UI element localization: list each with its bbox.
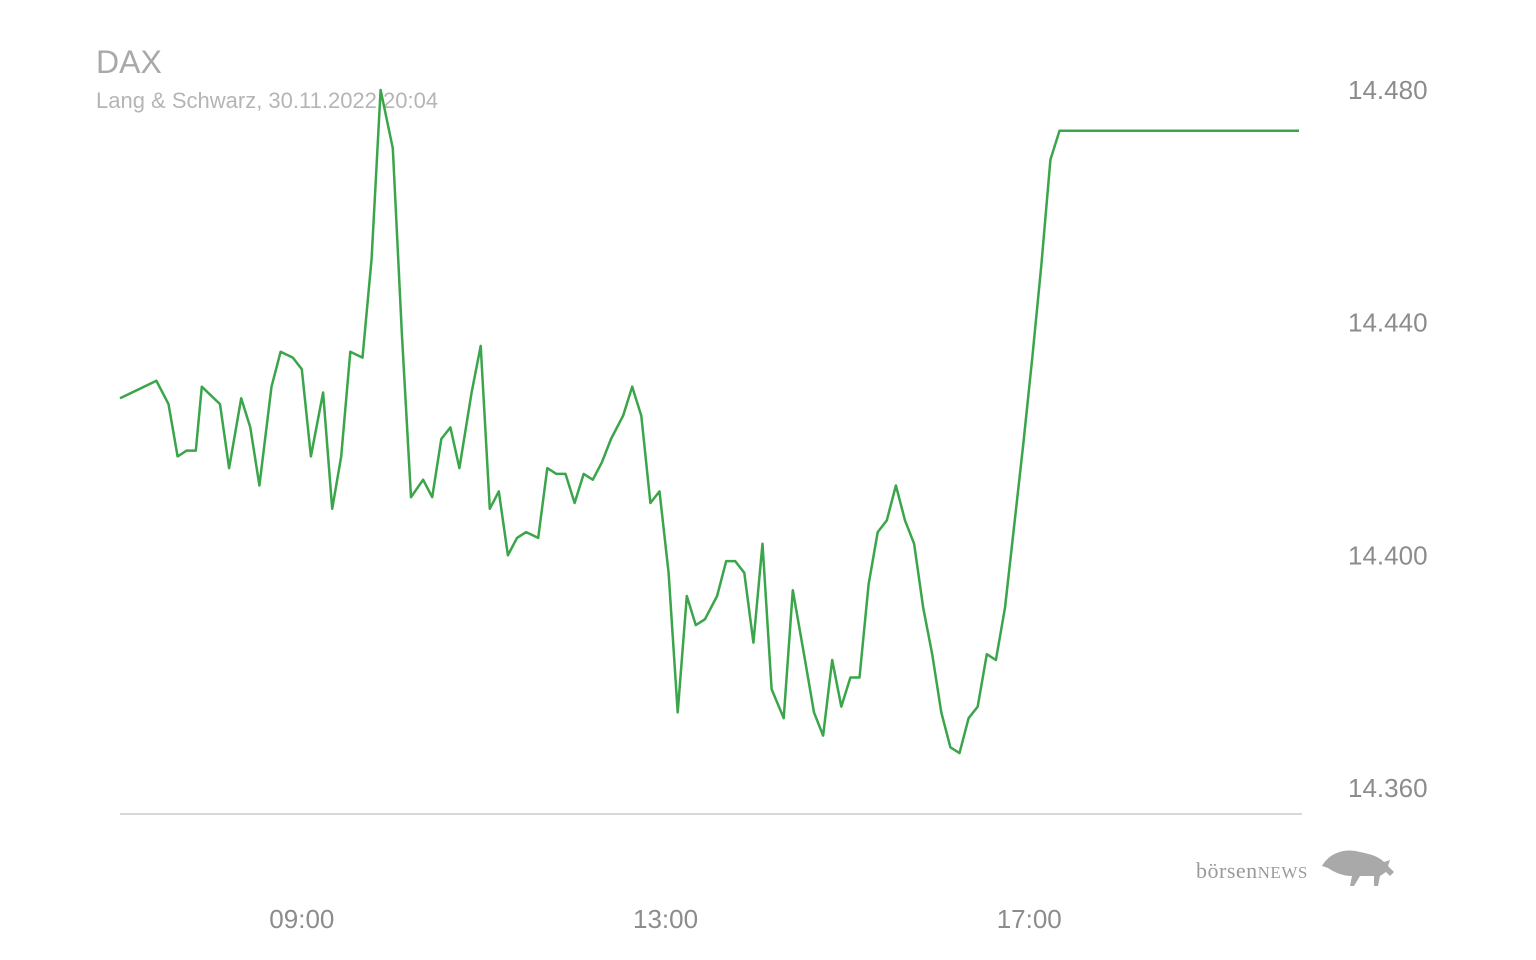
y-tick-label: 14.400: [1348, 540, 1428, 570]
x-tick-label: 13:00: [633, 904, 698, 934]
y-tick-label: 14.440: [1348, 308, 1428, 338]
price-line: [119, 88, 1299, 755]
x-tick-label: 17:00: [997, 904, 1062, 934]
chart-title: DAX: [96, 44, 162, 80]
x-axis-ticks: 09:00 13:00 17:00: [269, 904, 1061, 934]
y-axis-ticks: 14.480 14.440 14.400 14.360: [1348, 75, 1428, 803]
bull-icon: [1322, 850, 1394, 886]
x-tick-label: 09:00: [269, 904, 334, 934]
logo-word-caps: NEWS: [1257, 863, 1308, 882]
y-tick-label: 14.360: [1348, 773, 1428, 803]
boersennews-logo: börsenNEWS: [1196, 846, 1406, 890]
logo-word-lower: börsen: [1196, 858, 1258, 883]
y-tick-label: 14.480: [1348, 75, 1428, 105]
